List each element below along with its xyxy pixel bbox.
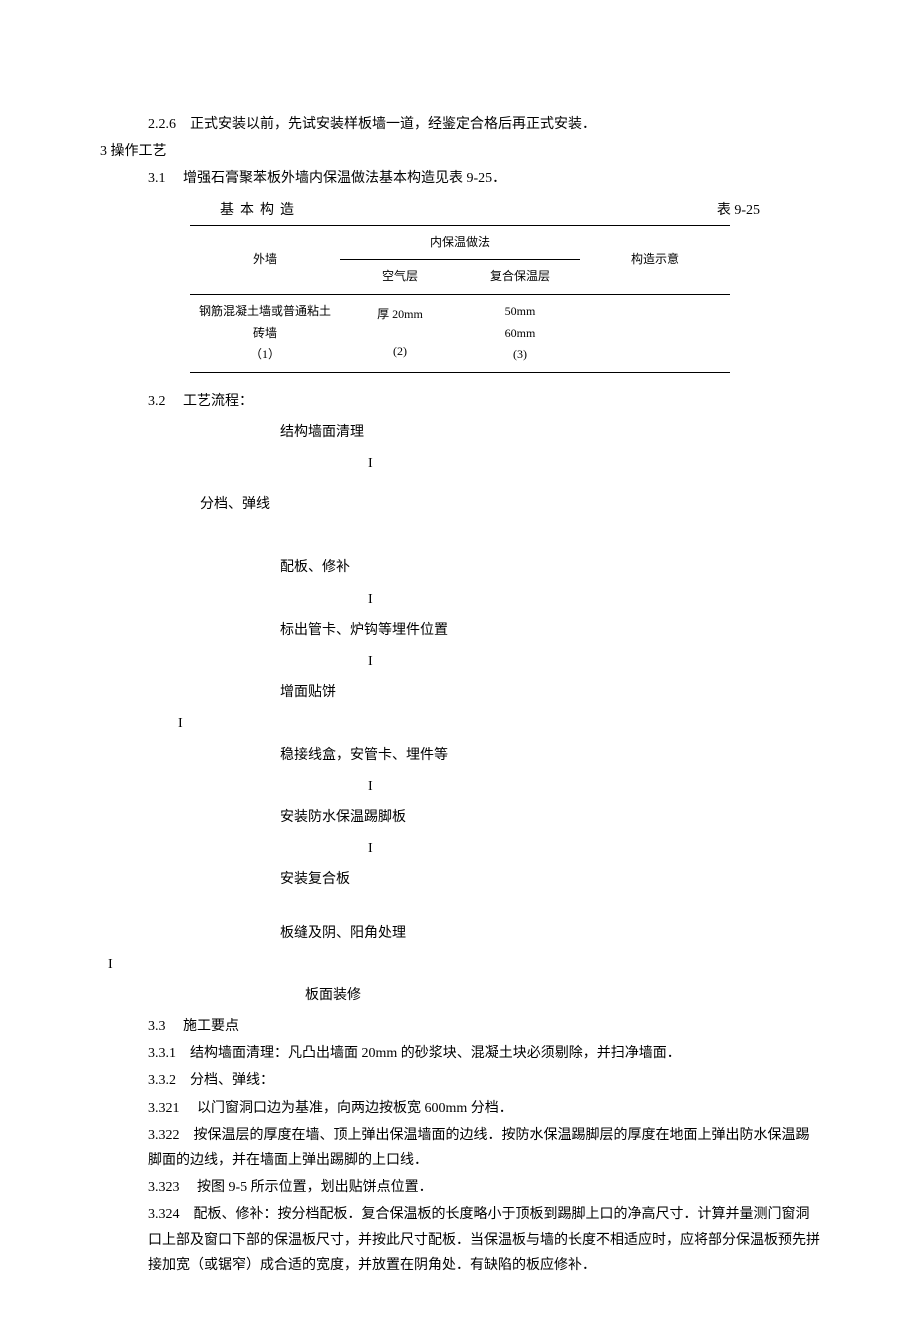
table-row: 钢筋混凝土墙或普通粘土砖墙 （1） 厚 20mm (2) 50mm 60mm (… xyxy=(190,294,730,372)
flow-step-6: 稳接线盒，安管卡、埋件等 xyxy=(100,743,820,768)
para-3-1: 3.1 增强石膏聚苯板外墙内保温做法基本构造见表 9-25． xyxy=(100,166,820,191)
table-caption-row: 基本构造 表 9-25 xyxy=(100,198,820,223)
para-3-3-1: 3.3.1 结构墙面清理：凡凸出墙面 20mm 的砂浆块、混凝土块必须剔除，并扫… xyxy=(100,1041,820,1066)
para-2-2-6: 2.2.6 正式安装以前，先试安装样板墙一道，经鉴定合格后再正式安装． xyxy=(100,112,820,137)
flow-arrow: I xyxy=(100,952,820,977)
cell-comp-1: 50mm xyxy=(468,301,572,323)
cell-wall-text: 钢筋混凝土墙或普通粘土砖墙 xyxy=(198,301,332,344)
th-wall: 外墙 xyxy=(190,225,340,294)
cell-wall: 钢筋混凝土墙或普通粘土砖墙 （1） xyxy=(190,294,340,372)
table-title: 基本构造 xyxy=(220,198,300,223)
th-air: 空气层 xyxy=(340,260,460,295)
cell-idx-3: (3) xyxy=(468,344,572,366)
flow-step-2: 分档、弹线 xyxy=(100,492,820,517)
flow-step-8: 安装复合板 xyxy=(100,867,820,892)
process-flow: 结构墙面清理 I 分档、弹线 配板、修补 I 标出管卡、炉钩等埋件位置 I 增面… xyxy=(100,420,820,1008)
flow-step-4: 标出管卡、炉钩等埋件位置 xyxy=(100,618,820,643)
flow-step-7: 安装防水保温踢脚板 xyxy=(100,805,820,830)
flow-step-5: 增面贴饼 xyxy=(100,680,820,705)
cell-air-text: 厚 20mm xyxy=(348,304,452,326)
para-3-3: 3.3 施工要点 xyxy=(100,1014,820,1039)
structure-table: 外墙 内保温做法 构造示意 空气层 复合保温层 钢筋混凝土墙或普通粘土砖墙 （1… xyxy=(190,225,730,373)
flow-step-1: 结构墙面清理 xyxy=(100,420,820,445)
cell-comp-2: 60mm xyxy=(468,323,572,345)
flow-step-9: 板缝及阴、阳角处理 xyxy=(100,921,820,946)
para-3-2: 3.2 工艺流程： xyxy=(100,389,820,414)
flow-arrow: I xyxy=(100,836,820,861)
flow-step-10: 板面装修 xyxy=(100,983,820,1008)
th-comp: 复合保温层 xyxy=(460,260,580,295)
para-3-323: 3.323 按图 9-5 所示位置，划出贴饼点位置． xyxy=(100,1175,820,1200)
para-3-3-2: 3.3.2 分档、弹线： xyxy=(100,1068,820,1093)
th-method: 内保温做法 xyxy=(340,225,580,260)
cell-schema xyxy=(580,294,730,372)
cell-idx-1: （1） xyxy=(198,344,332,366)
table-label: 表 9-25 xyxy=(717,198,760,223)
cell-idx-2: (2) xyxy=(348,341,452,363)
flow-arrow: I xyxy=(100,451,820,476)
para-3-324: 3.324 配板、修补：按分档配板．复合保温板的长度略小于顶板到踢脚上口的净高尺… xyxy=(100,1202,820,1278)
th-schema: 构造示意 xyxy=(580,225,730,294)
flow-step-3: 配板、修补 xyxy=(100,555,820,580)
flow-arrow: I xyxy=(100,774,820,799)
flow-arrow: I xyxy=(100,711,820,736)
para-3-321: 3.321 以门窗洞口边为基准，向两边按板宽 600mm 分档． xyxy=(100,1096,820,1121)
flow-arrow: I xyxy=(100,587,820,612)
cell-air: 厚 20mm (2) xyxy=(340,294,460,372)
table-header-row-1: 外墙 内保温做法 构造示意 xyxy=(190,225,730,260)
para-3-322: 3.322 按保温层的厚度在墙、顶上弹出保温墙面的边线．按防水保温踢脚层的厚度在… xyxy=(100,1123,820,1173)
cell-comp: 50mm 60mm (3) xyxy=(460,294,580,372)
heading-3: 3 操作工艺 xyxy=(100,139,820,164)
flow-arrow: I xyxy=(100,649,820,674)
